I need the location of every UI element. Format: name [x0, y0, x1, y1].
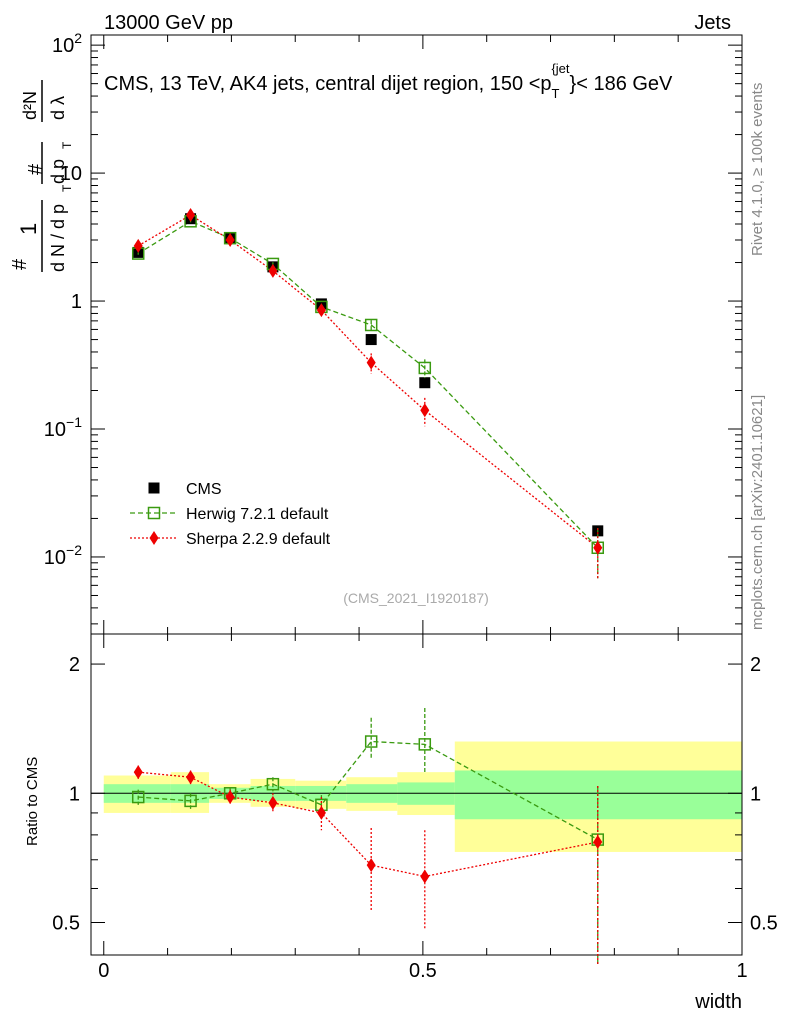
main-y-tick-label-0: 10−2	[44, 542, 82, 569]
y-label-t-2: T	[60, 141, 74, 149]
ratio-herwig-point-5	[364, 735, 378, 748]
ratio-herwig-point-3	[266, 777, 280, 791]
ratio-y-tick-label-right-1: 1	[750, 783, 761, 805]
energy-label: 13000 GeV pp	[104, 12, 233, 34]
sherpa-point-3	[268, 263, 278, 278]
main-panel: 10−2 10−1 1 10 102	[44, 30, 743, 635]
main-y-tick-label-2: 1	[71, 291, 82, 313]
x-axis-label: width	[694, 991, 742, 1013]
sherpa-point-4	[316, 303, 326, 318]
ratio-y-tick-label-right-0: 0.5	[750, 912, 778, 934]
y-label-hash-1: #	[9, 258, 31, 270]
y-label-dp: d p	[48, 159, 68, 184]
ratio-y-tick-label-left-1: 1	[69, 783, 80, 805]
category-label: Jets	[694, 12, 731, 34]
title-tail: }< 186 GeV	[570, 73, 674, 95]
ratio-sherpa-line	[138, 771, 598, 878]
cms-point-5	[365, 334, 377, 346]
ratio-band-layer	[103, 741, 742, 852]
ratio-y-tick-label-left-0: 0.5	[52, 912, 80, 934]
legend-cms-marker	[148, 482, 160, 494]
y-label-one: 1	[16, 223, 41, 235]
sherpa-point-1	[186, 208, 196, 223]
sherpa-point-6	[420, 403, 430, 418]
x-tick-label-1: 0.5	[409, 960, 437, 982]
ratio-y-tick-label-left-2: 2	[69, 654, 80, 676]
plot-title: CMS, 13 TeV, AK4 jets, central dijet reg…	[104, 61, 673, 101]
sherpa-line	[137, 214, 599, 549]
ratio-y-tick-label-right-2: 2	[750, 654, 761, 676]
herwig-point-6	[418, 361, 432, 375]
y-axis-label: # 1 d N / d p T # d p T d²N d λ	[9, 80, 74, 272]
herwig-line	[137, 220, 599, 549]
title-sup: {jet	[551, 61, 569, 76]
y-label-dlambda: d λ	[48, 96, 68, 120]
ratio-panel: 0 0.5 1 0.5 0.5 1 1 2 2	[52, 633, 778, 982]
ratio-sherpa-point-1	[186, 770, 196, 785]
y-label-d2n: d²N	[20, 91, 40, 120]
ratio-sherpa-point-7	[593, 835, 603, 850]
ratio-sherpa-point-5	[366, 858, 376, 873]
ratio-herwig-point-1	[184, 794, 197, 808]
y-label-dn: d N / d p	[48, 204, 68, 272]
main-y-tick-label-4: 102	[52, 30, 82, 57]
main-y-tick-label-1: 10−1	[44, 414, 82, 441]
ratio-sherpa-point-4	[316, 805, 326, 820]
title-sub: T	[552, 86, 560, 101]
legend-sherpa-marker	[149, 531, 159, 545]
ratio-frame	[90, 633, 743, 956]
legend-label-1: Herwig 7.2.1 default	[186, 506, 329, 523]
sherpa-point-2	[225, 232, 235, 247]
legend-label-2: Sherpa 2.2.9 default	[186, 531, 331, 548]
y-label-hash-2: #	[25, 163, 47, 175]
watermark: (CMS_2021_I1920187)	[343, 590, 489, 606]
ratio-herwig-point-6	[418, 738, 432, 751]
title-main: CMS, 13 TeV, AK4 jets, central dijet reg…	[104, 73, 552, 95]
herwig-point-5	[364, 318, 378, 332]
ratio-herwig-line	[138, 740, 599, 841]
x-tick-label-0: 0	[98, 960, 109, 982]
rivet-version-label: Rivet 4.1.0, ≥ 100k events	[749, 83, 766, 256]
ratio-herwig-point-0	[131, 790, 145, 804]
legend: CMS Herwig 7.2.1 default Sherpa 2.2.9 defa…	[130, 481, 331, 548]
ratio-sherpa-point-2	[225, 790, 235, 805]
main-y-tick-label-3: 10	[60, 163, 82, 185]
sherpa-point-0	[133, 238, 143, 253]
ratio-sherpa-point-6	[420, 869, 430, 884]
legend-label-0: CMS	[186, 481, 222, 498]
legend-herwig-marker	[147, 506, 161, 520]
ratio-sherpa-point-0	[133, 765, 143, 780]
ratio-sherpa-point-3	[268, 795, 278, 810]
sherpa-point-7	[593, 540, 603, 555]
mcplots-label: mcplots.cern.ch [arXiv:2401.10621]	[749, 395, 766, 630]
x-tick-label-2: 1	[736, 960, 747, 982]
y-label-t-1: T	[60, 184, 74, 192]
sherpa-point-5	[366, 355, 376, 370]
ratio-y-label: Ratio to CMS	[24, 757, 41, 846]
cms-point-6	[419, 377, 431, 389]
